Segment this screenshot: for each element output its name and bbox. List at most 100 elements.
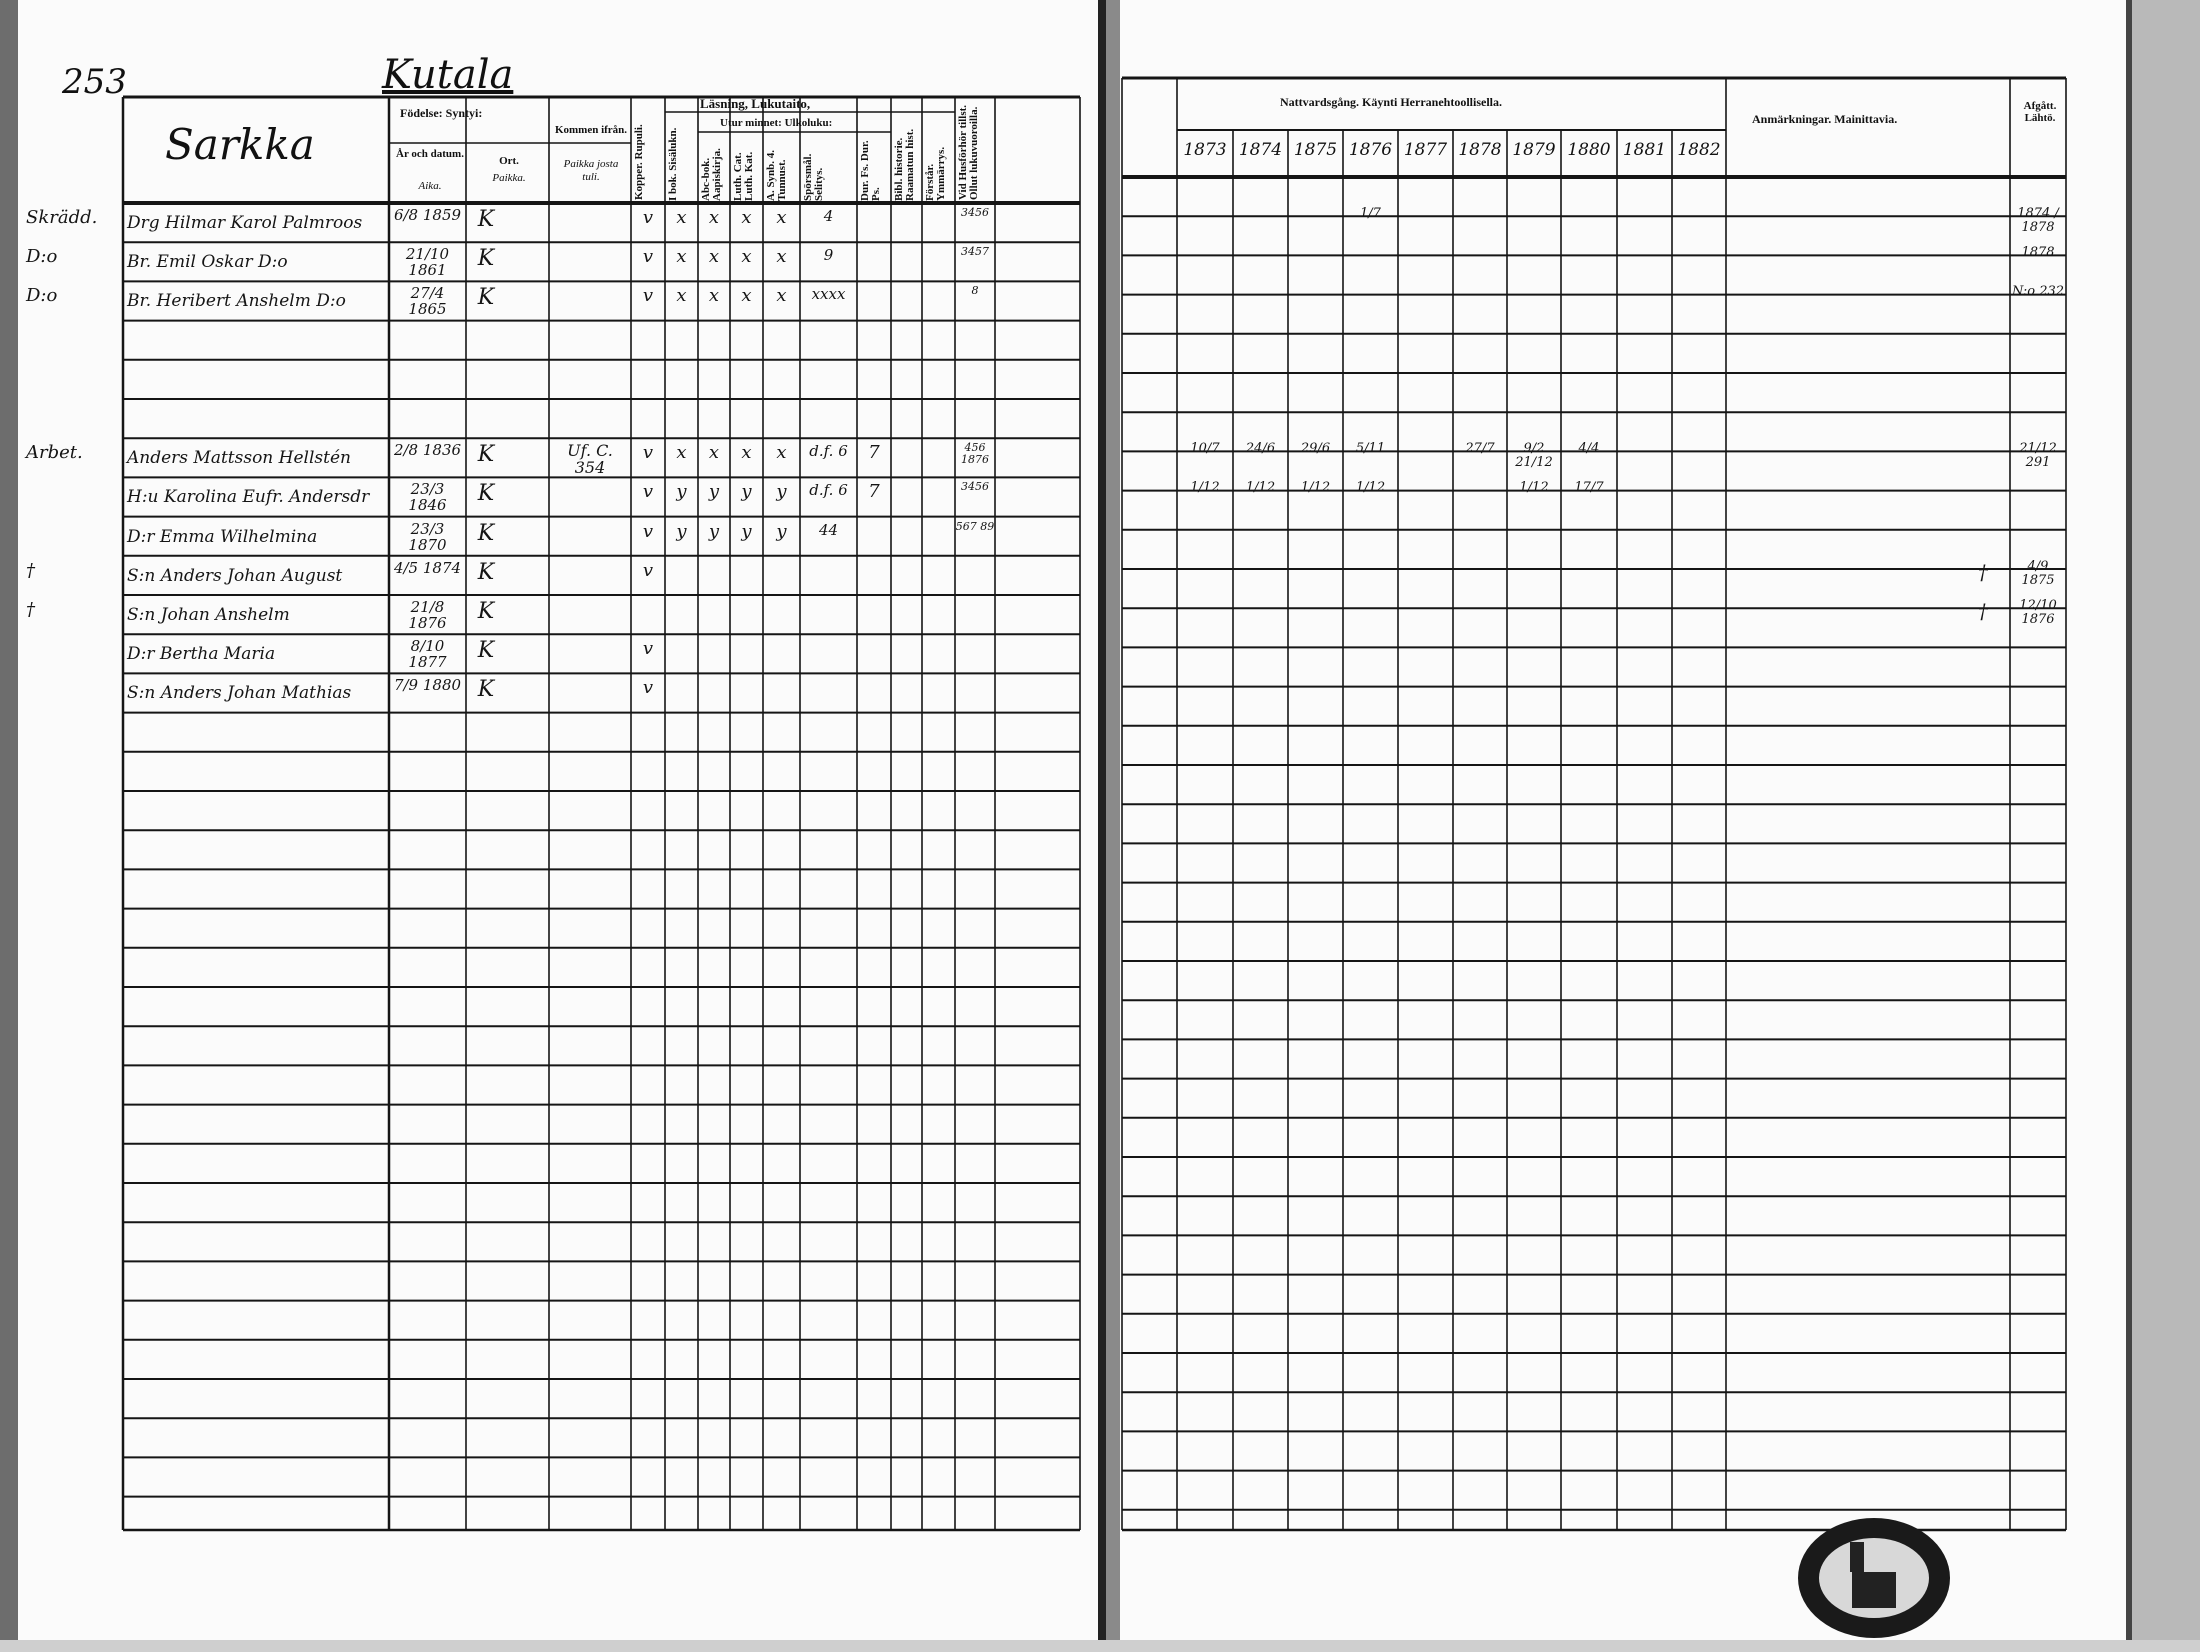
examination-years: 567 89	[955, 519, 995, 533]
by-heart-header: Utur minnet: Ulkoluku:	[720, 117, 833, 129]
reading-mark: y	[676, 520, 687, 542]
birth-date: 27/4 1865	[408, 284, 447, 319]
page-number: 253	[62, 62, 127, 102]
column-header: Dur. Fs. Dur. Ps.	[859, 140, 882, 201]
page-edge-right	[2126, 0, 2132, 1652]
departed-date: 12/10 1876	[2019, 598, 2057, 627]
birth-place: K	[477, 285, 495, 311]
departed-date: 1874 / 1878	[2017, 206, 2059, 235]
communion-date: 1/12	[1190, 480, 1220, 496]
reading-mark: x	[676, 442, 687, 464]
birth-date: 6/8 1859	[393, 206, 462, 224]
birth-place: K	[477, 207, 495, 232]
birth-place: K	[477, 246, 495, 272]
reading-mark: x	[708, 207, 720, 228]
catechism-mark: d.f. 6	[809, 481, 848, 500]
column-header: Kopper. Rupuli.	[633, 124, 645, 200]
psalm-mark: 7	[868, 442, 880, 464]
birth-date: 21/10 1861	[405, 245, 450, 280]
came-from-header: Kommen ifrån.	[554, 124, 628, 136]
row-annotation: Arbet.	[26, 442, 83, 464]
communion-date: 9/2 21/12	[1515, 441, 1553, 471]
birth-date: 8/10 1877	[408, 637, 447, 672]
communion-date: 1/12	[1519, 480, 1549, 496]
catechism-mark: xxxx	[811, 285, 846, 304]
birth-date: 4/5 1874	[393, 558, 462, 577]
communion-date: 1/12	[1245, 480, 1276, 496]
column-header: Bibl. historie. Raamatun hist.	[893, 128, 916, 201]
year-header: 1876	[1348, 140, 1393, 160]
scan-edge-left	[0, 0, 18, 1652]
column-header: Vid Husförhör tillst. Ollut lukuvuoroill…	[957, 104, 980, 200]
reading-mark: x	[776, 442, 787, 464]
catechism-mark: 4	[823, 207, 834, 225]
person-name: Br. Emil Oskar D:o	[127, 252, 288, 273]
came-from-header-fi: Paikka josta tuli.	[563, 158, 619, 183]
person-name: S:n Johan Anshelm	[127, 605, 290, 625]
scan-edge-bottom	[0, 1640, 2200, 1652]
birth-date: 2/8 1836	[393, 441, 462, 460]
communion-date: 1/7	[1360, 206, 1381, 221]
reading-mark: x	[708, 285, 720, 307]
reading-mark: x	[741, 285, 752, 307]
catechism-mark: 9	[823, 246, 834, 265]
examination-years: 3456	[961, 206, 989, 219]
birth-place: K	[477, 638, 495, 664]
communion-date: 24/6	[1245, 441, 1276, 457]
smallpox-mark: v	[642, 246, 654, 268]
birth-place-header-fi: Paikka.	[492, 172, 526, 184]
birth-place: K	[477, 599, 495, 624]
communion-date: 17/7	[1574, 480, 1604, 496]
smallpox-mark: v	[642, 481, 654, 503]
birth-place-header: Ort.	[499, 155, 519, 167]
village-name: Sarkka	[165, 120, 315, 169]
communion-date: 1/12	[1355, 480, 1386, 496]
reading-mark: x	[676, 207, 687, 228]
departed-date: 1878	[2021, 245, 2055, 261]
year-header: 1875	[1293, 140, 1338, 160]
column-header: Spörsmål. Selitys.	[802, 153, 825, 201]
column-header: Luth. Cat. Luth. Kat.	[732, 151, 755, 201]
row-annotation: D:o	[26, 246, 58, 268]
birth-date-header: År och datum.	[396, 148, 464, 160]
reading-mark: x	[741, 207, 752, 228]
birth-date: 7/9 1880	[393, 676, 462, 695]
year-header: 1882	[1677, 140, 1721, 160]
scan-edge-right	[2132, 0, 2200, 1652]
examination-years: 3457	[961, 245, 989, 259]
person-name: Drg Hilmar Karol Palmroos	[127, 213, 363, 233]
departed-date: 4/9 1875	[2021, 558, 2055, 588]
birth-place: K	[477, 481, 495, 507]
year-header: 1874	[1238, 140, 1283, 160]
communion-header: Nattvardsgång. Käynti Herranehtoollisell…	[1280, 95, 1502, 109]
farm-name: Kutala	[382, 52, 514, 98]
reading-header: Läsning, Lukutaito,	[700, 96, 811, 111]
reading-mark: x	[776, 246, 787, 268]
reading-mark: y	[741, 520, 752, 542]
departed-date: 21/12 291	[2019, 441, 2057, 471]
person-name: H:u Karolina Eufr. Andersdr	[127, 487, 370, 508]
smallpox-mark: v	[642, 285, 654, 307]
reading-mark: x	[741, 442, 752, 464]
column-header: Abc-bok. Aapiskirja.	[700, 148, 723, 201]
smallpox-mark: v	[642, 677, 654, 699]
examination-years: 3456	[961, 480, 989, 494]
smallpox-mark: v	[642, 442, 654, 464]
person-name: Anders Mattsson Hellstén	[127, 448, 351, 469]
departed-header: Afgått. Lähtö.	[2023, 100, 2057, 124]
row-annotation: Skrädd.	[26, 207, 98, 228]
communion-date: 10/7	[1190, 441, 1220, 457]
examination-years: 8	[971, 284, 979, 298]
birth-place: K	[477, 559, 495, 585]
year-header: 1878	[1458, 140, 1502, 160]
smallpox-mark: v	[642, 638, 654, 660]
church-icon	[1850, 1542, 1896, 1608]
birth-place: K	[477, 442, 495, 468]
row-annotation: †	[26, 599, 35, 620]
reading-mark: x	[741, 246, 752, 268]
reading-mark: y	[708, 520, 720, 542]
row-annotation: †	[26, 559, 35, 581]
examination-years: 456 1876	[961, 441, 989, 467]
year-header: 1880	[1567, 140, 1611, 160]
remark: †	[1978, 559, 1988, 584]
